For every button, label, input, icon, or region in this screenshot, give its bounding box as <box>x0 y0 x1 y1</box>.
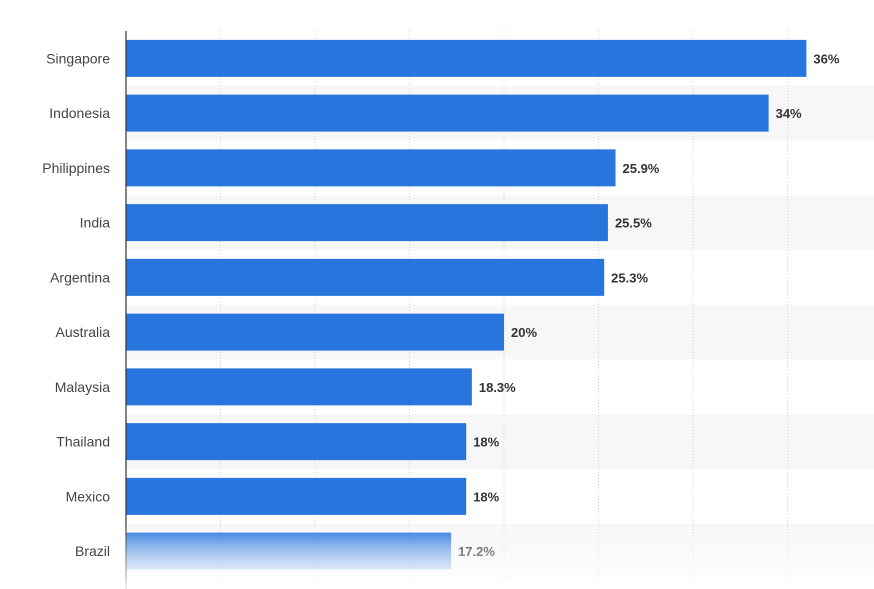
bar-singapore <box>126 39 807 77</box>
bar-mexico <box>126 477 467 515</box>
value-label: 36% <box>813 51 839 66</box>
bar-thailand <box>126 423 467 461</box>
bar-india <box>126 204 608 242</box>
category-labels: Singapore Indonesia Philippines India Argent… <box>42 50 110 559</box>
category-label: Argentina <box>50 269 110 285</box>
category-label: India <box>80 215 111 231</box>
category-label: Brazil <box>75 543 110 559</box>
value-label: 18% <box>473 489 499 504</box>
bar-malaysia <box>126 368 472 406</box>
bar-indonesia <box>126 94 769 132</box>
value-label: 18.3% <box>479 380 516 395</box>
value-label: 18% <box>473 435 499 450</box>
value-label: 17.2% <box>458 544 495 559</box>
bar-brazil <box>126 532 452 570</box>
category-label: Australia <box>56 324 111 340</box>
category-label: Philippines <box>42 160 110 176</box>
category-label: Singapore <box>46 50 110 66</box>
value-label: 34% <box>776 106 802 121</box>
value-label: 25.5% <box>615 216 652 231</box>
bar-argentina <box>126 258 605 296</box>
category-label: Malaysia <box>55 379 110 395</box>
value-label: 20% <box>511 325 537 340</box>
value-label: 25.3% <box>611 270 648 285</box>
category-label: Thailand <box>56 434 110 450</box>
bar-australia <box>126 313 504 351</box>
bar-philippines <box>126 149 616 187</box>
category-label: Mexico <box>66 488 111 504</box>
category-label: Indonesia <box>49 105 110 121</box>
value-label: 25.9% <box>623 161 660 176</box>
